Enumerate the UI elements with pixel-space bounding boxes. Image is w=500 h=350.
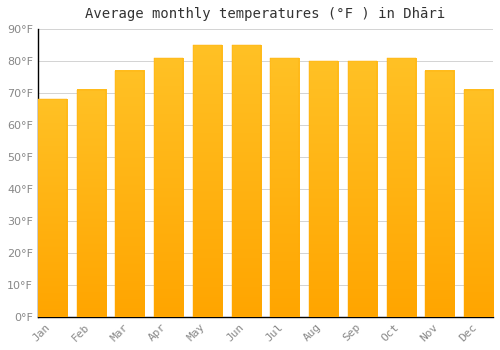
- Title: Average monthly temperatures (°F ) in Dhāri: Average monthly temperatures (°F ) in Dh…: [86, 7, 446, 21]
